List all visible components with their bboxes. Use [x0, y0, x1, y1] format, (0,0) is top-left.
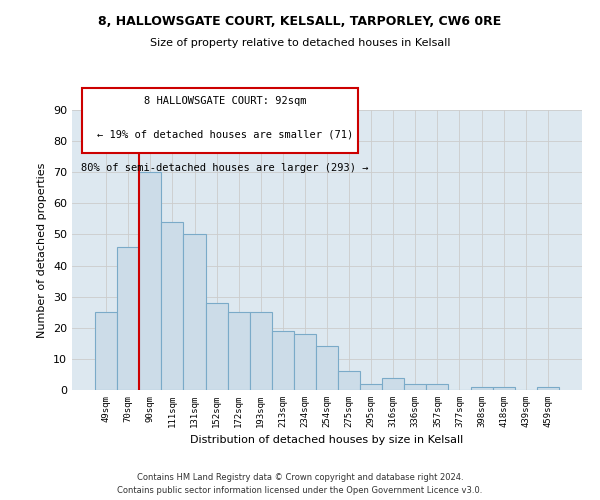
Bar [537, 387, 559, 390]
Bar [360, 384, 382, 390]
Bar [294, 334, 316, 390]
Bar [139, 172, 161, 390]
Bar [470, 387, 493, 390]
Bar [184, 234, 206, 390]
Y-axis label: Number of detached properties: Number of detached properties [37, 162, 47, 338]
Text: 80% of semi-detached houses are larger (293) →: 80% of semi-detached houses are larger (… [81, 163, 369, 173]
Bar [95, 312, 117, 390]
Bar [206, 303, 227, 390]
Bar [117, 247, 139, 390]
Text: Contains HM Land Registry data © Crown copyright and database right 2024.
Contai: Contains HM Land Registry data © Crown c… [118, 474, 482, 495]
Bar [272, 331, 294, 390]
X-axis label: Distribution of detached houses by size in Kelsall: Distribution of detached houses by size … [190, 436, 464, 446]
Bar [227, 312, 250, 390]
Bar [427, 384, 448, 390]
Bar [382, 378, 404, 390]
Text: 8 HALLOWSGATE COURT: 92sqm: 8 HALLOWSGATE COURT: 92sqm [144, 96, 306, 106]
Bar [338, 372, 360, 390]
Text: 8, HALLOWSGATE COURT, KELSALL, TARPORLEY, CW6 0RE: 8, HALLOWSGATE COURT, KELSALL, TARPORLEY… [98, 15, 502, 28]
Text: ← 19% of detached houses are smaller (71): ← 19% of detached houses are smaller (71… [97, 130, 353, 140]
FancyBboxPatch shape [82, 88, 358, 154]
Bar [493, 387, 515, 390]
Bar [250, 312, 272, 390]
Text: Size of property relative to detached houses in Kelsall: Size of property relative to detached ho… [150, 38, 450, 48]
Bar [404, 384, 427, 390]
Bar [316, 346, 338, 390]
Bar [161, 222, 184, 390]
